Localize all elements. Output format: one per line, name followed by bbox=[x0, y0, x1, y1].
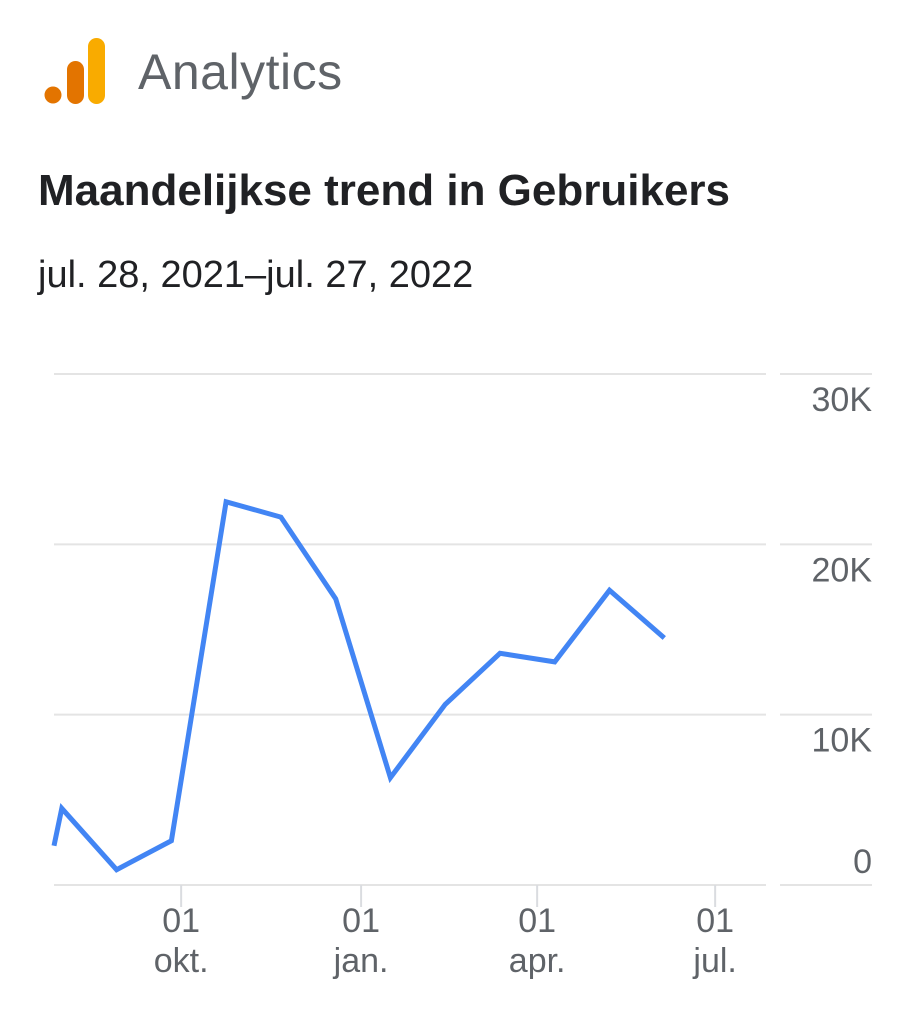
app-name: Analytics bbox=[138, 44, 343, 100]
x-tick-day: 01 bbox=[342, 902, 380, 940]
x-tick-month: jan. bbox=[333, 942, 389, 980]
x-tick-month: jul. bbox=[692, 942, 736, 980]
x-tick-day: 01 bbox=[696, 902, 734, 940]
logo-dot bbox=[44, 86, 62, 104]
app-header: Analytics bbox=[44, 36, 343, 108]
logo-bar-tall bbox=[88, 38, 105, 104]
y-tick-label: 0 bbox=[853, 843, 872, 881]
x-tick-day: 01 bbox=[518, 902, 556, 940]
analytics-logo-icon bbox=[44, 38, 105, 104]
x-tick-month: okt. bbox=[154, 942, 209, 980]
y-axis-labels: 0 10K 20K 30K bbox=[812, 381, 873, 881]
grid-layer bbox=[54, 373, 872, 907]
logo-bar-middle bbox=[67, 61, 84, 104]
series-line bbox=[51, 498, 666, 873]
y-tick-label: 10K bbox=[812, 722, 873, 760]
date-range: jul. 28, 2021–jul. 27, 2022 bbox=[38, 254, 474, 296]
x-tick-day: 01 bbox=[162, 902, 200, 940]
series-layer bbox=[51, 498, 666, 873]
x-tick-month: apr. bbox=[509, 942, 566, 980]
report-title: Maandelijkse trend in Gebruikers bbox=[38, 166, 731, 215]
y-tick-label: 30K bbox=[812, 381, 873, 419]
y-tick-label: 20K bbox=[812, 551, 873, 589]
